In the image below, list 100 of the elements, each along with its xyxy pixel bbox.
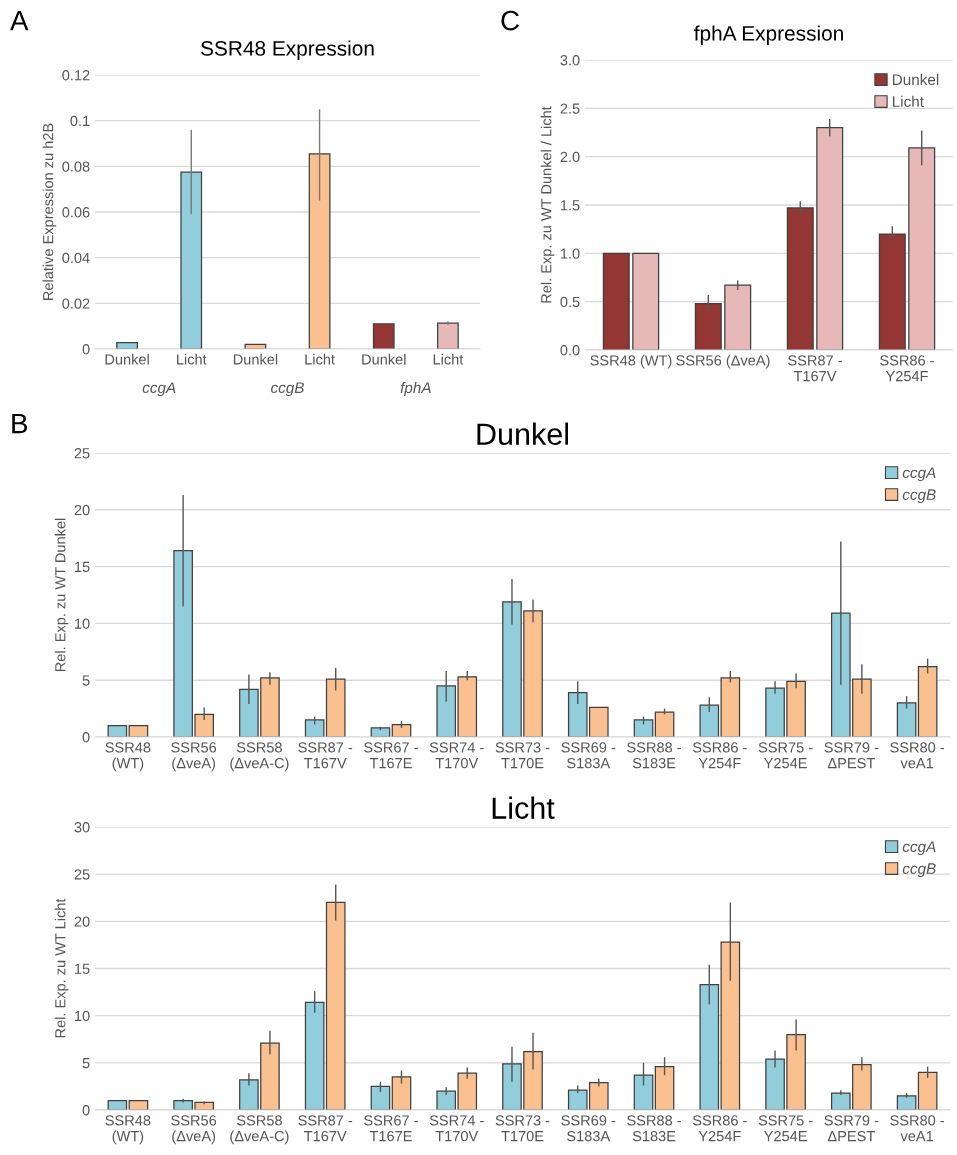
y-tick-label: 3.0 [560,55,580,66]
x-tick-label: Dunkel [362,353,406,365]
bar [896,702,917,737]
bar [724,284,752,350]
y-tick-label: 15 [75,963,90,974]
x-tick-label: SSR88 - S183E [627,742,681,769]
x-tick-label: SSR67 - T167E [364,1115,418,1142]
chart-title: Licht [492,796,555,819]
bar [917,1071,938,1110]
y-tick-label: 0.0 [560,345,580,356]
bar [816,127,844,350]
bar [308,153,331,349]
x-tick-label: SSR75 - Y254E [758,1115,813,1142]
x-tick-label: Licht [433,353,464,365]
bar [370,1085,391,1110]
text: ccgB [271,382,304,397]
x-tick-label: SSR87 - T167V [298,742,353,769]
bar [917,665,938,737]
y-axis-title: Rel. Exp. zu WT Dunkel [54,518,69,672]
x-tick-label: SSR69 - S183A [561,742,616,769]
bar [602,252,630,350]
legend-label: Dunkel [892,73,939,86]
x-tick-label: SSR48 (WT) [105,742,151,772]
x-tick-label: SSR56 (ΔveA) [676,354,770,369]
y-tick-label: 20 [74,504,90,516]
x-tick-label: SSR87 - T167V [788,355,842,382]
legend-label: ccgB [902,489,936,504]
bar [786,207,814,350]
x-tick-label: SSR74 - T170V [429,742,484,769]
y-tick-label: 0 [82,344,90,355]
legend-label: ccgA [902,841,936,856]
x-tick-label: SSR67 - T167E [364,742,418,769]
bar [372,323,395,349]
bar [107,1099,128,1110]
chart-title: Dunkel [477,422,569,445]
x-tick-label: SSR56 (ΔveA) [171,1115,217,1145]
y-tick-label: 5 [82,675,90,686]
x-tick-label: SSR80 - veA1 [890,1115,945,1142]
x-tick-label: SSR80 - veA1 [890,742,945,769]
y-tick-label: 0.08 [62,161,90,172]
x-tick-label: SSR74 - T170V [429,1115,484,1142]
bar [633,1074,654,1110]
x-tick-label: Dunkel [233,353,278,365]
x-tick-label: SSR79 - ΔPEST [824,1115,879,1142]
legend-label: Licht [892,95,924,108]
bar [437,322,459,349]
y-axis-title: Relative Expression zu h2B [42,123,57,300]
bar [908,147,936,350]
x-tick-label: SSR79 - ΔPEST [824,742,879,769]
y-tick-label: 0.1 [70,115,90,127]
y-tick-label: 2.0 [560,151,580,163]
y-tick-label: 0.12 [62,70,90,81]
y-tick-label: 20 [74,916,90,927]
x-tick-label: SSR48 (WT) [590,354,672,369]
x-tick-label: Licht [305,353,335,365]
y-tick-label: 10 [75,618,90,629]
text: ccgA [142,382,176,397]
text: fphA [400,381,431,397]
x-tick-label: SSR58 (ΔveA-C) [230,742,289,772]
bar [878,233,906,350]
x-tick-label: SSR58 (ΔveA-C) [230,1115,289,1145]
y-tick-label: 15 [75,561,90,573]
y-tick-label: 0 [82,1105,90,1116]
y-tick-label: 0.5 [560,296,580,308]
legend-label: ccgB [902,863,936,878]
x-tick-label: SSR73 - T170E [495,1115,550,1142]
chart-title: SSR48 Expression [201,40,374,60]
bar [128,1099,149,1110]
bar [180,171,203,349]
x-tick-label: SSR86 - Y254F [692,742,747,769]
y-axis-title: Rel. Exp. zu WT Dunkel / Licht [540,106,555,303]
y-tick-label: 25 [74,869,90,880]
x-tick-label: SSR88 - S183E [627,1115,681,1142]
bar [633,719,654,737]
y-tick-label: 2.5 [560,103,580,114]
y-tick-label: 0.06 [62,207,90,218]
bar [694,302,722,350]
x-tick-label: Licht [177,353,207,365]
text: C [501,10,519,31]
legend-label: ccgA [902,467,936,482]
x-tick-label: SSR48 (WT) [105,1115,151,1145]
y-tick-label: 30 [74,822,90,833]
text: A [10,11,29,31]
y-tick-label: 0.04 [62,252,90,264]
bar [896,1095,917,1110]
y-tick-label: 0.02 [62,298,90,309]
x-tick-label: Dunkel [105,353,149,365]
x-tick-label: SSR87 - T167V [298,1115,353,1142]
bar [654,1065,675,1110]
y-tick-label: 5 [82,1058,90,1069]
x-tick-label: SSR86 - Y254F [692,1115,747,1142]
bar [654,711,675,737]
chart-title: fphA Expression [694,25,843,45]
bar [632,252,660,350]
x-tick-label: SSR73 - T170E [495,742,550,769]
y-tick-label: 25 [74,448,90,459]
x-tick-label: SSR69 - S183A [561,1115,616,1142]
x-tick-label: SSR56 (ΔveA) [171,742,217,772]
y-tick-label: 1.5 [560,200,580,211]
x-tick-label: SSR86 - Y254F [880,355,934,382]
